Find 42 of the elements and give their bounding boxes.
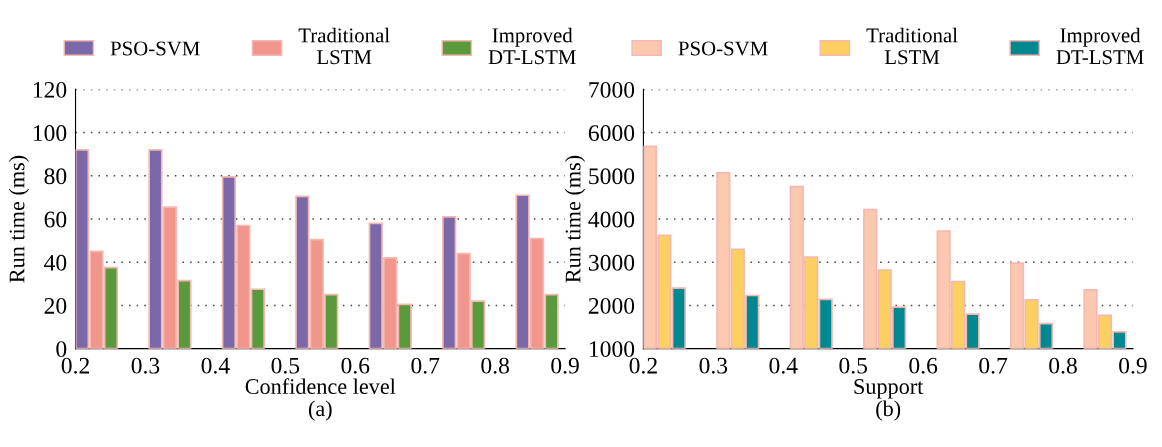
legend-label: PSO-SVM [110,41,200,56]
x-tick-label: 0.7 [979,357,1008,374]
x-tick-label: 0.3 [131,357,160,374]
y-tick-label: 4000 [588,211,635,228]
x-axis-title: Support [854,379,924,399]
x-tick-label: 0.8 [1049,357,1077,374]
legend-label: Improved DT-LSTM [488,27,576,65]
x-tick-label: 0.5 [271,357,300,374]
text: (a) [308,400,332,421]
y-tick-label: 7000 [589,81,635,98]
y-tick-label: 3000 [588,254,635,271]
y-tick-label: 0 [56,341,67,358]
y-tick-label: 100 [33,125,67,142]
x-tick-label: 0.5 [839,357,868,374]
y-tick-label: 80 [44,168,67,185]
x-tick-label: 0.7 [411,357,440,374]
y-tick-label: 20 [44,297,67,314]
legend-label: Traditional LSTM [298,27,390,65]
x-tick-label: 0.4 [201,357,230,374]
x-tick-label: 0.2 [61,357,89,374]
y-axis-title: Run time (ms) [8,155,29,283]
y-tick-label: 6000 [588,125,635,142]
y-tick-label: 5000 [589,168,635,185]
y-tick-label: 1000 [589,341,635,358]
x-tick-label: 0.2 [629,357,657,374]
y-tick-label: 60 [44,211,67,228]
x-axis-title: Confidence level [245,378,396,395]
legend-label: Traditional LSTM [866,27,958,65]
x-tick-label: 0.8 [481,357,509,374]
x-tick-label: 0.9 [1119,357,1147,374]
x-tick-label: 0.3 [699,357,728,374]
y-tick-label: 40 [44,254,67,271]
legend-label: PSO-SVM [678,41,768,56]
legend-label: Improved DT-LSTM [1056,27,1144,65]
x-tick-label: 0.4 [769,357,798,374]
x-tick-label: 0.9 [551,357,579,374]
x-tick-label: 0.6 [909,357,938,374]
text: (b) [876,400,901,421]
y-axis-title: Run time (ms) [564,155,586,283]
x-tick-label: 0.6 [341,357,370,374]
y-tick-label: 2000 [588,297,635,314]
y-tick-label: 120 [33,81,67,98]
